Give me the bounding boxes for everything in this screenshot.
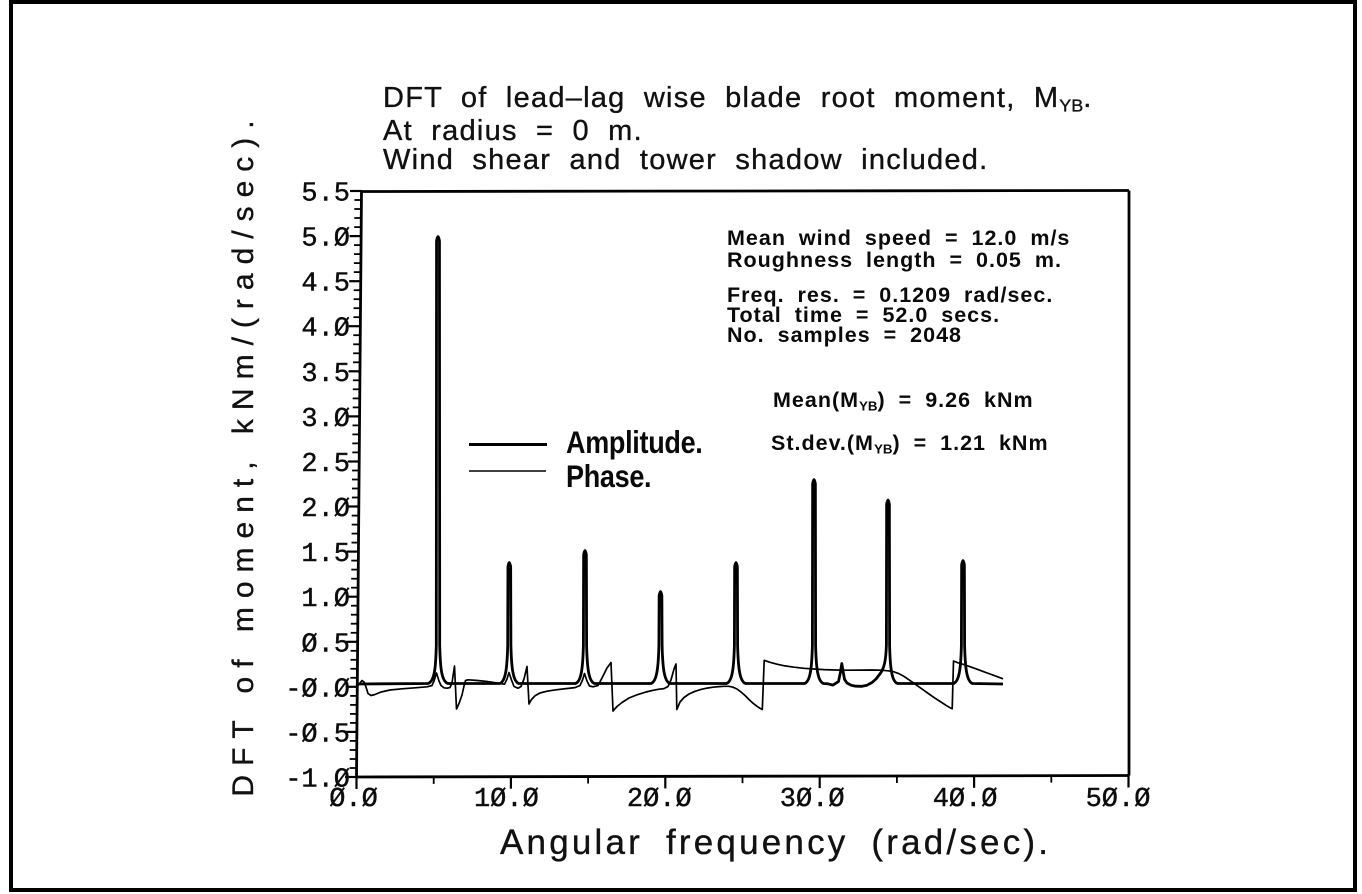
- svg-text:-Ø.5: -Ø.5: [285, 720, 350, 750]
- svg-text:-Ø.Ø: -Ø.Ø: [285, 675, 350, 705]
- svg-text:Ø.Ø: Ø.Ø: [329, 785, 378, 815]
- svg-text:1.5: 1.5: [301, 540, 350, 570]
- svg-text:1.Ø: 1.Ø: [301, 585, 350, 615]
- svg-text:2.5: 2.5: [301, 450, 350, 480]
- svg-text:3Ø.Ø: 3Ø.Ø: [780, 785, 845, 815]
- svg-text:5Ø.Ø: 5Ø.Ø: [1086, 785, 1151, 815]
- svg-text:-1.Ø: -1.Ø: [285, 766, 350, 796]
- svg-text:Ø.5: Ø.5: [301, 630, 350, 660]
- svg-text:4.5: 4.5: [301, 270, 350, 300]
- svg-text:4Ø.Ø: 4Ø.Ø: [933, 785, 998, 815]
- svg-text:4.Ø: 4.Ø: [301, 315, 350, 345]
- svg-text:1Ø.Ø: 1Ø.Ø: [474, 785, 539, 815]
- svg-text:5.Ø: 5.Ø: [301, 225, 350, 255]
- svg-text:2Ø.Ø: 2Ø.Ø: [627, 785, 692, 815]
- svg-text:3.5: 3.5: [301, 360, 350, 390]
- svg-text:3.Ø: 3.Ø: [301, 405, 350, 435]
- svg-text:5.5: 5.5: [301, 180, 350, 210]
- svg-text:2.Ø: 2.Ø: [301, 495, 350, 525]
